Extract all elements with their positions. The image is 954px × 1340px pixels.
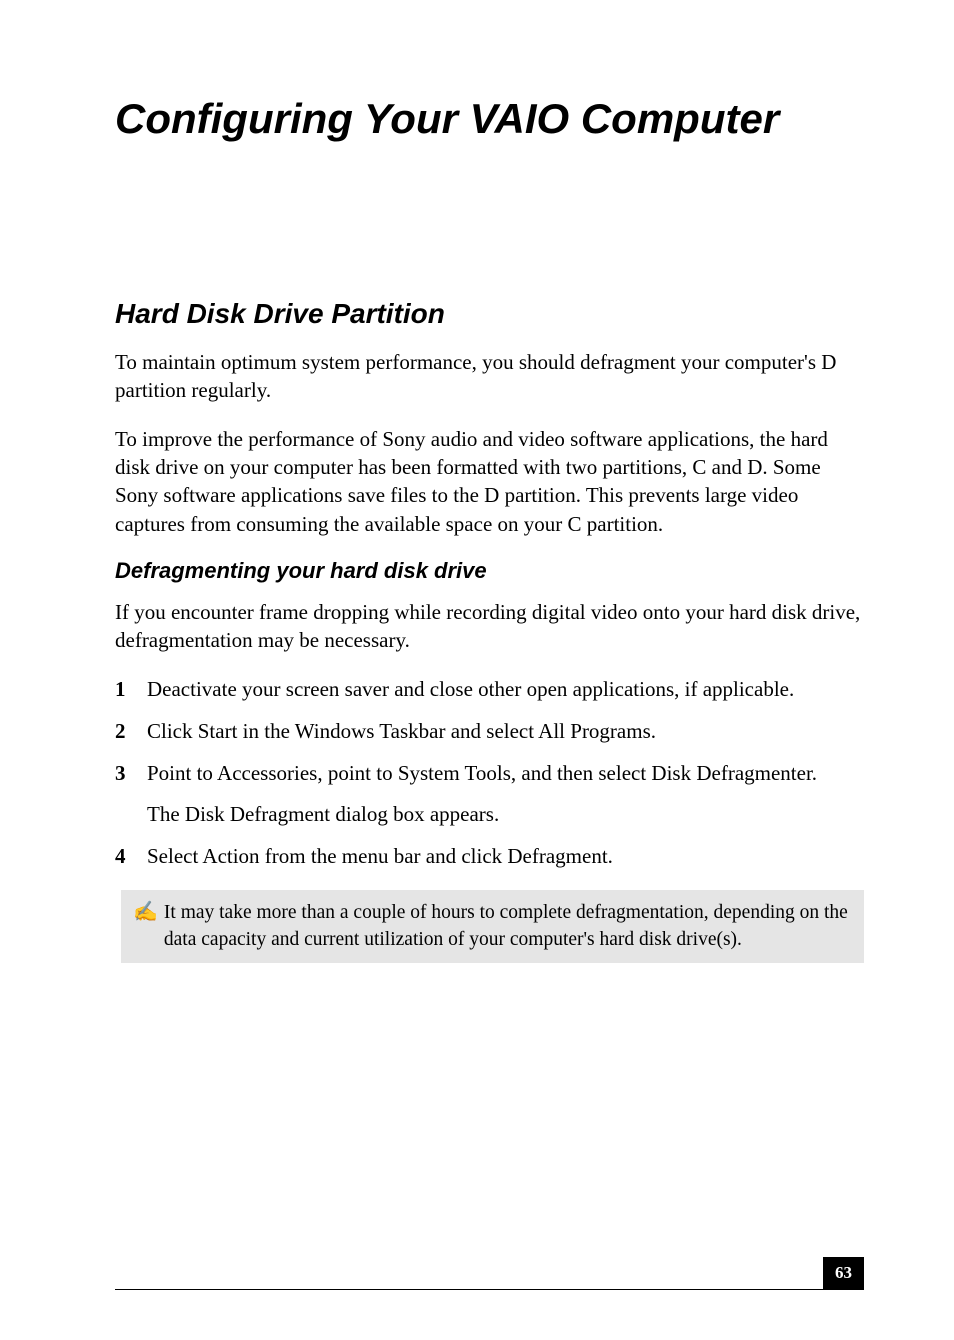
step-item: 1 Deactivate your screen saver and close… [115, 675, 864, 703]
note-box: ✍ It may take more than a couple of hour… [121, 890, 864, 963]
note-icon: ✍ [133, 900, 158, 922]
step-number: 4 [115, 842, 147, 870]
page-footer: 63 [115, 1289, 864, 1290]
step-subtext: The Disk Defragment dialog box appears. [147, 800, 864, 828]
step-item: 2 Click Start in the Windows Taskbar and… [115, 717, 864, 745]
step-item: 4 Select Action from the menu bar and cl… [115, 842, 864, 870]
step-item: 3 Point to Accessories, point to System … [115, 759, 864, 787]
subsection-title: Defragmenting your hard disk drive [115, 558, 864, 584]
page-number: 63 [823, 1257, 864, 1289]
note-text: It may take more than a couple of hours … [164, 900, 852, 953]
section-paragraph-2: To improve the performance of Sony audio… [115, 425, 864, 538]
step-text: Deactivate your screen saver and close o… [147, 675, 864, 703]
section-paragraph-1: To maintain optimum system performance, … [115, 348, 864, 405]
step-text: Select Action from the menu bar and clic… [147, 842, 864, 870]
step-number: 1 [115, 675, 147, 703]
step-number: 3 [115, 759, 147, 787]
footer-rule [115, 1289, 864, 1290]
step-text: Point to Accessories, point to System To… [147, 759, 864, 787]
step-text: Click Start in the Windows Taskbar and s… [147, 717, 864, 745]
page-title: Configuring Your VAIO Computer [115, 95, 864, 143]
step-list: 1 Deactivate your screen saver and close… [115, 675, 864, 788]
step-list: 4 Select Action from the menu bar and cl… [115, 842, 864, 870]
subsection-intro: If you encounter frame dropping while re… [115, 598, 864, 655]
section-title: Hard Disk Drive Partition [115, 298, 864, 330]
step-number: 2 [115, 717, 147, 745]
